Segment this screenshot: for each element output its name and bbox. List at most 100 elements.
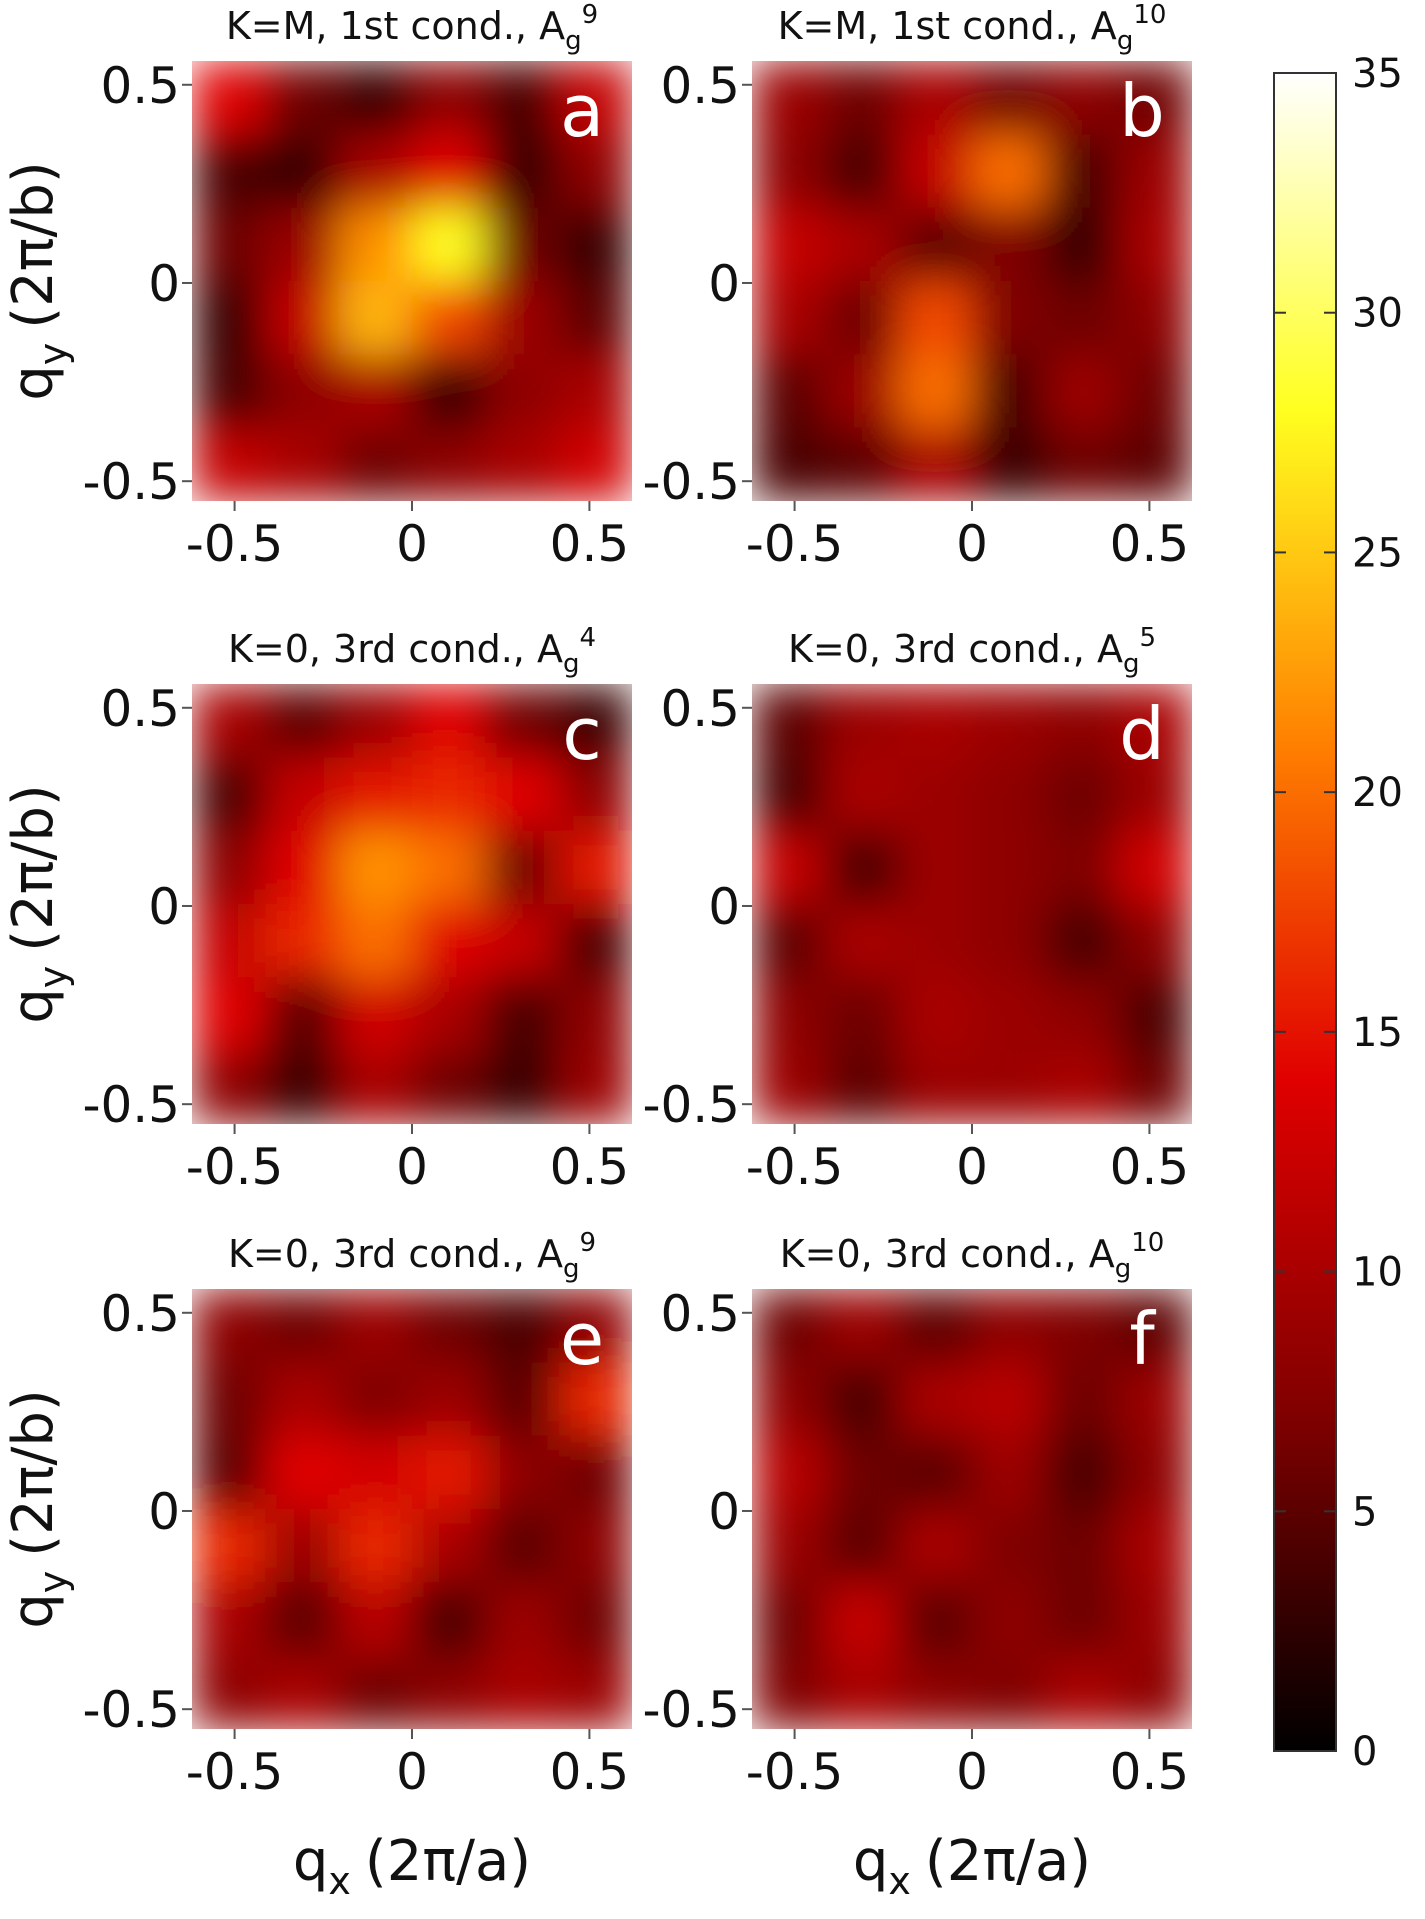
y-tick-label: -0.5 bbox=[82, 453, 180, 511]
y-tick-label: 0.5 bbox=[100, 680, 180, 738]
heatmap-cell bbox=[485, 757, 560, 832]
heatmap-cell bbox=[412, 354, 486, 429]
colorbar-tick-label: 15 bbox=[1352, 1010, 1403, 1056]
heatmap-cell bbox=[412, 1289, 486, 1363]
y-tick-label: -0.5 bbox=[642, 1076, 740, 1134]
heatmap-cell bbox=[898, 134, 973, 209]
heatmap-cell bbox=[752, 281, 826, 355]
heatmap-cell bbox=[485, 61, 560, 135]
heatmap-cell bbox=[752, 134, 826, 209]
heatmap-cell bbox=[485, 830, 560, 905]
heatmap-cell bbox=[558, 207, 632, 282]
y-label-main: q bbox=[1, 988, 66, 1024]
colorbar-tick-label: 25 bbox=[1352, 530, 1403, 576]
x-tick-label: -0.5 bbox=[746, 515, 844, 573]
heatmap-cell bbox=[192, 977, 266, 1052]
heatmap-cell bbox=[338, 1582, 413, 1657]
heatmap-cell bbox=[972, 904, 1046, 978]
heatmap-cell bbox=[338, 354, 413, 429]
x-tick-label: 0 bbox=[396, 515, 428, 573]
heatmap-cell bbox=[192, 354, 266, 429]
heatmap-cells bbox=[192, 1289, 632, 1729]
heatmap-cell bbox=[1118, 1582, 1192, 1657]
heatmap-cell bbox=[558, 1050, 632, 1124]
title-sub: g bbox=[565, 26, 582, 56]
panel-label: e bbox=[560, 1297, 604, 1381]
heatmap-cell bbox=[558, 1582, 632, 1657]
y-tick-label: 0 bbox=[148, 878, 180, 936]
heatmap-panel bbox=[752, 684, 1192, 1124]
heatmap-cell bbox=[1045, 1509, 1120, 1583]
heatmap-cell bbox=[265, 281, 340, 355]
heatmap-cell bbox=[898, 1289, 973, 1363]
x-tick-label: 0 bbox=[396, 1138, 428, 1196]
panel-title: K=0, 3rd cond., Ag10 bbox=[780, 1228, 1165, 1284]
heatmap-cell bbox=[265, 61, 340, 135]
colorbar-tick-label: 10 bbox=[1352, 1250, 1403, 1296]
heatmap-cell bbox=[1118, 207, 1192, 282]
heatmap-cell bbox=[1045, 757, 1120, 832]
heatmap-cell bbox=[898, 977, 973, 1052]
heatmap-cell bbox=[972, 1509, 1046, 1583]
x-label-main: q bbox=[853, 1829, 889, 1894]
heatmap-cell bbox=[265, 1435, 340, 1510]
heatmap-cell bbox=[825, 1050, 900, 1124]
heatmap-cell bbox=[558, 757, 632, 832]
title-sup: 5 bbox=[1139, 623, 1156, 653]
title-main: K=0, 3rd cond., A bbox=[788, 627, 1123, 671]
heatmap-cell bbox=[485, 1362, 560, 1437]
x-tick-label: -0.5 bbox=[186, 515, 284, 573]
heatmap-cell bbox=[972, 281, 1046, 355]
y-axis-label: qy (2π/b) bbox=[1, 1389, 75, 1629]
title-main: K=M, 1st cond., A bbox=[226, 4, 565, 48]
heatmap-cell bbox=[898, 757, 973, 832]
heatmap-cell bbox=[1045, 1582, 1120, 1657]
heatmap-cell bbox=[485, 354, 560, 429]
heatmap-cell bbox=[192, 1655, 266, 1729]
heatmap-cell bbox=[192, 1289, 266, 1363]
heatmap-cell bbox=[485, 904, 560, 978]
heatmap-cell bbox=[558, 61, 632, 135]
heatmap-cell bbox=[825, 904, 900, 978]
heatmap-cell bbox=[972, 830, 1046, 905]
heatmap-cell bbox=[1045, 207, 1120, 282]
y-label-sub: y bbox=[31, 966, 75, 989]
heatmap-cell bbox=[972, 134, 1046, 209]
y-tick-label: 0.5 bbox=[660, 1285, 740, 1343]
heatmap-panel bbox=[192, 1289, 632, 1729]
title-main: K=M, 1st cond., A bbox=[778, 4, 1117, 48]
heatmap-cell bbox=[825, 1435, 900, 1510]
heatmap-cell bbox=[972, 427, 1046, 501]
heatmap-cell bbox=[1045, 977, 1120, 1052]
heatmap-cell bbox=[338, 1362, 413, 1437]
heatmap-cell bbox=[338, 830, 413, 905]
heatmap-cell bbox=[265, 1582, 340, 1657]
heatmap-cells bbox=[752, 61, 1192, 501]
heatmap-cell bbox=[558, 1655, 632, 1729]
heatmap-cell bbox=[485, 1655, 560, 1729]
heatmap-cell bbox=[485, 684, 560, 758]
x-axis-label: qx (2π/a) bbox=[293, 1829, 531, 1903]
heatmap-cell bbox=[192, 61, 266, 135]
heatmap-cell bbox=[898, 354, 973, 429]
heatmap-cell bbox=[898, 61, 973, 135]
y-tick-label: -0.5 bbox=[642, 1681, 740, 1739]
heatmap-cell bbox=[972, 354, 1046, 429]
panel-label: a bbox=[560, 69, 604, 153]
heatmap-cell bbox=[972, 684, 1046, 758]
heatmap-cell bbox=[558, 684, 632, 758]
heatmap-cell bbox=[412, 61, 486, 135]
heatmap-cell bbox=[972, 1050, 1046, 1124]
heatmap-cell bbox=[1045, 1050, 1120, 1124]
heatmap-cell bbox=[192, 1509, 266, 1583]
heatmap-cell bbox=[752, 904, 826, 978]
heatmap-panel bbox=[192, 61, 632, 501]
heatmap-cell bbox=[825, 1582, 900, 1657]
heatmap-cell bbox=[1118, 977, 1192, 1052]
y-tick-label: 0 bbox=[708, 878, 740, 936]
heatmap-cell bbox=[1045, 830, 1120, 905]
y-label-unit: (2π/b) bbox=[1, 1389, 66, 1556]
heatmap-panel bbox=[192, 684, 632, 1124]
heatmap-cell bbox=[412, 281, 486, 355]
heatmap-cell bbox=[825, 1655, 900, 1729]
